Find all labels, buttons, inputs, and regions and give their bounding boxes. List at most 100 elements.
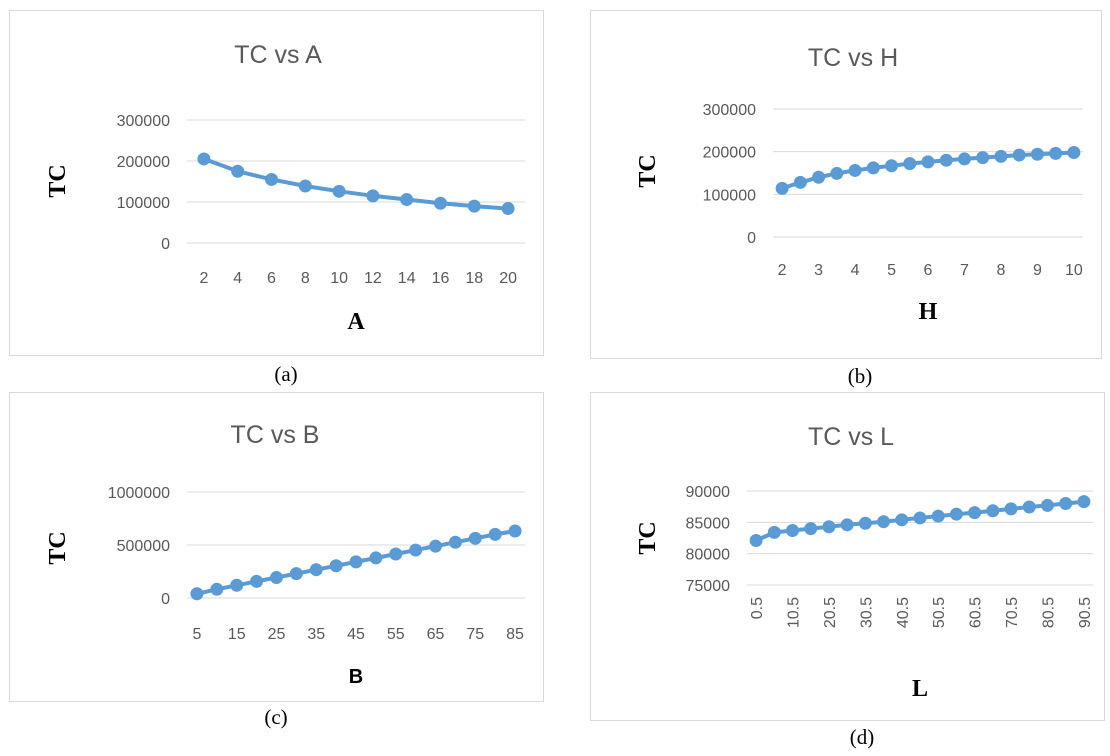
y-tick-label: 200000 [117,154,170,171]
chart-title: TC vs H [808,44,898,72]
x-tick-label: 5 [887,262,896,279]
x-tick-label: 35 [307,626,325,643]
data-point [949,507,963,521]
x-tick-label: 75 [466,626,484,643]
data-point [976,151,990,165]
y-tick-label: 80000 [686,547,731,564]
data-point [448,535,462,549]
x-tick-label: 3 [814,262,823,279]
y-axis-label: TC [635,521,661,554]
y-tick-label: 1000000 [108,485,170,502]
caption-d: (d) [849,725,875,749]
data-point [508,524,522,538]
data-point [389,547,403,561]
x-tick-label: 15 [228,626,246,643]
x-tick-label: 25 [268,626,286,643]
data-point [877,515,891,529]
x-tick-label: 0.5 [749,597,766,619]
data-point [866,161,880,175]
data-point [1022,500,1036,514]
x-tick-label: 50.5 [931,597,948,628]
x-tick-label: 6 [924,262,933,279]
data-point [1067,146,1081,160]
data-point [885,159,899,173]
chart-panel-d: TC vs L 75000 80000 85000 90000 0.5 10.5 20.5 30… [590,392,1105,721]
x-tick-label: 9 [1033,262,1042,279]
x-tick-label: 80.5 [1040,597,1057,628]
x-tick-label: 16 [432,270,450,287]
data-point [775,181,789,195]
x-axis-label: H [919,299,938,325]
y-axis-label: TC [45,531,71,564]
y-tick-label: 85000 [686,515,731,532]
data-point [1004,502,1018,516]
y-tick-label: 0 [747,230,756,247]
data-point [1040,498,1054,512]
data-point [812,170,826,184]
y-tick-label: 100000 [117,195,170,212]
data-point [793,175,807,189]
data-point [190,587,204,601]
y-tick-label: 100000 [703,187,756,204]
data-point [840,518,854,532]
data-point [903,157,917,171]
chart-tc-vs-a: TC vs A 0 100000 200000 300000 2 4 6 8 10 12 14 16 18… [45,41,525,335]
data-point [366,189,380,203]
data-point [429,539,443,553]
x-tick-label: 7 [960,262,969,279]
data-point [957,152,971,166]
chart-title: TC vs L [808,423,894,451]
data-point [197,152,211,166]
y-tick-label: 300000 [703,102,756,119]
chart-tc-vs-b: TC vs B 0 500000 1000000 5 15 25 35 45 55 65 75 85 TC… [45,421,525,688]
data-point [939,153,953,167]
data-point [298,179,312,193]
x-tick-label: 4 [851,262,860,279]
data-point [858,516,872,530]
data-point [1059,497,1073,511]
data-point [968,506,982,520]
data-point [349,555,363,569]
data-point [231,164,245,178]
data-point [1077,495,1091,509]
x-tick-label: 90.5 [1077,597,1094,628]
data-point [265,172,278,186]
x-tick-label: 2 [778,262,787,279]
data-point [895,513,909,527]
data-point [986,504,1000,518]
data-point [488,527,502,541]
data-point [332,184,346,198]
data-point [329,559,343,573]
y-tick-label: 75000 [686,578,731,595]
data-point [749,534,763,548]
y-tick-label: 500000 [117,538,170,555]
x-tick-label: 18 [465,270,483,287]
data-point [804,522,818,536]
data-point [786,523,800,537]
data-point [1049,146,1063,160]
x-tick-label: 70.5 [1004,597,1021,628]
y-tick-label: 90000 [686,484,731,501]
data-point [468,531,482,545]
data-point [501,202,515,216]
data-point [289,567,303,581]
y-tick-label: 0 [161,591,170,608]
series-line [201,156,511,211]
y-tick-label: 300000 [117,113,170,130]
x-tick-label: 20 [499,270,517,287]
chart-tc-vs-h: TC vs H 0 100000 200000 300000 2 3 4 5 6 7 8 9 10 TC H [635,44,1083,325]
x-tick-label: 85 [506,626,524,643]
y-axis-label: TC [45,164,71,197]
data-point [848,163,862,177]
caption-b: (b) [847,364,873,388]
data-point [1012,148,1026,162]
data-point [269,571,283,585]
x-tick-label: 30.5 [858,597,875,628]
x-tick-label: 65 [427,626,445,643]
data-point [1030,147,1044,161]
x-tick-label: 20.5 [822,597,839,628]
x-tick-label: 10 [330,270,348,287]
data-point [467,199,481,213]
x-tick-label: 10 [1065,262,1083,279]
x-axis-label: L [912,676,928,702]
